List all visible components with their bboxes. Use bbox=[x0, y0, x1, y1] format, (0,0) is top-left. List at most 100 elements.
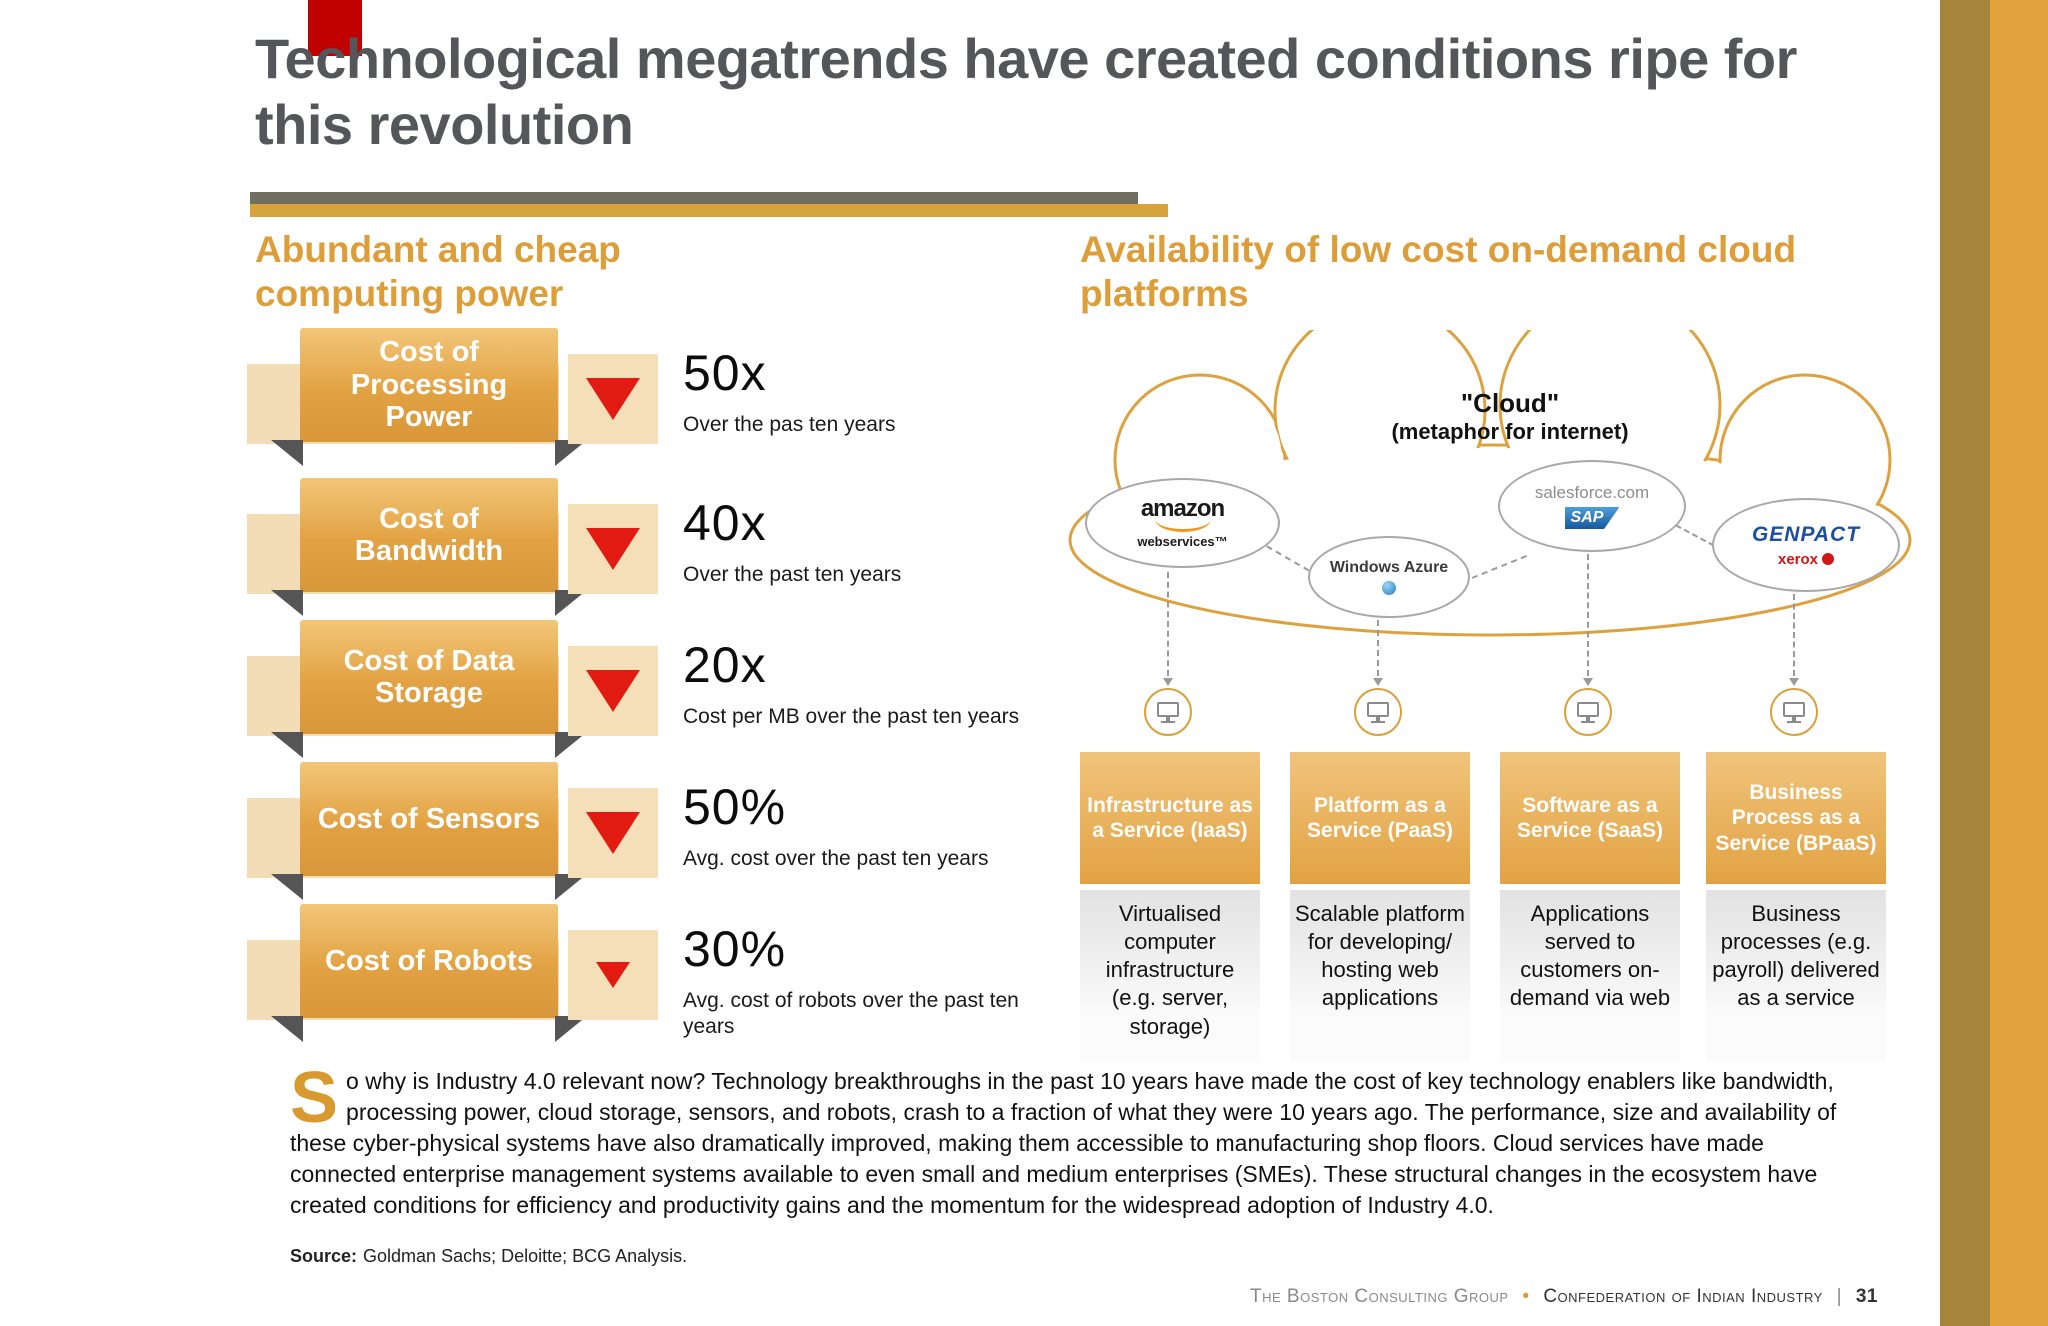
xerox-ball-icon bbox=[1822, 553, 1835, 565]
source-line: Source: Goldman Sachs; Deloitte; BCG Anal… bbox=[290, 1246, 687, 1267]
metric-value: 40x bbox=[683, 495, 767, 551]
sap-logo: SAP bbox=[1564, 507, 1620, 529]
service-description-iaas: Virtualised computer infrastructure (e.g… bbox=[1080, 890, 1260, 1062]
monitor-base bbox=[1581, 720, 1595, 723]
metric-caption: Cost per MB over the past ten years bbox=[683, 705, 1020, 728]
ribbon-fold-icon bbox=[271, 590, 303, 616]
cost-banner: Cost of Processing Power bbox=[300, 328, 558, 442]
service-box-bpaas: Business Process as a Service (BPaaS) bbox=[1706, 752, 1886, 884]
dashed-arrow-line bbox=[1587, 554, 1589, 676]
cost-banner-label: Cost of Bandwidth bbox=[354, 502, 504, 567]
cost-banner-label: Cost of Data Storage bbox=[343, 644, 515, 709]
source-label: Source: bbox=[290, 1246, 358, 1266]
ribbon-fold-icon bbox=[555, 732, 587, 758]
metric-value: 20x bbox=[683, 637, 767, 693]
genpact-xerox-logo: GENPACT xerox bbox=[1712, 498, 1900, 592]
service-box-title: Software as a Service (SaaS) bbox=[1517, 793, 1663, 842]
cost-metric: 40x Over the past ten years bbox=[683, 494, 1053, 588]
footer-page-number: 31 bbox=[1855, 1286, 1878, 1307]
metric-value: 30% bbox=[683, 921, 787, 977]
metric-caption: Over the past ten years bbox=[683, 563, 902, 586]
arrow-head-icon bbox=[1373, 678, 1383, 686]
left-section-heading: Abundant and cheap computing power bbox=[255, 229, 621, 315]
metric-caption: Avg. cost of robots over the past ten ye… bbox=[683, 989, 1019, 1039]
salesforce-sap-logo: salesforce.com SAP bbox=[1498, 460, 1686, 552]
cloud-label-line2: (metaphor for internet) bbox=[1391, 419, 1629, 444]
cost-banner-label: Cost of Processing Power bbox=[350, 336, 508, 434]
cost-metric: 50% Avg. cost over the past ten years bbox=[683, 778, 1053, 872]
cost-banner: Cost of Sensors bbox=[300, 762, 558, 876]
footer: The Boston Consulting Group • Confederat… bbox=[1250, 1286, 1878, 1308]
amazon-logo: amazon webservices™ bbox=[1085, 478, 1280, 568]
service-box-iaas: Infrastructure as a Service (IaaS) bbox=[1080, 752, 1260, 884]
dropcap: S bbox=[290, 1058, 339, 1138]
monitor-base bbox=[1787, 720, 1801, 723]
service-description-bpaas: Business processes (e.g. payroll) delive… bbox=[1706, 890, 1886, 1062]
cost-row: Cost of Data Storage 20x Cost per MB ove… bbox=[247, 620, 1055, 770]
decrease-indicator bbox=[568, 646, 658, 736]
monitor-icon bbox=[1144, 688, 1192, 736]
ribbon-fold-icon bbox=[555, 1016, 587, 1042]
footer-bullet: • bbox=[1522, 1286, 1530, 1307]
right-stripe-light bbox=[1990, 0, 2048, 1326]
amazon-wordmark: amazon bbox=[1140, 495, 1225, 522]
decrease-indicator bbox=[568, 504, 658, 594]
ribbon-fold-icon bbox=[555, 874, 587, 900]
metric-value: 50% bbox=[683, 779, 787, 835]
cloud-label-line1: "Cloud" bbox=[1460, 388, 1560, 418]
xerox-wordmark: xerox bbox=[1777, 550, 1819, 568]
azure-wordmark: Windows Azure bbox=[1329, 559, 1449, 576]
cost-banner: Cost of Robots bbox=[300, 904, 558, 1018]
monitor-stand bbox=[1586, 716, 1590, 721]
cost-metric: 30% Avg. cost of robots over the past te… bbox=[683, 920, 1053, 1041]
amazon-smile-icon bbox=[1154, 519, 1211, 532]
cost-row: Cost of Sensors 50% Avg. cost over the p… bbox=[247, 762, 1055, 912]
dashed-arrow-line bbox=[1377, 620, 1379, 676]
right-stripe-dark bbox=[1940, 0, 1990, 1326]
dashed-arrow-line bbox=[1167, 572, 1169, 676]
metric-value: 50x bbox=[683, 345, 767, 401]
ribbon-fold-icon bbox=[271, 440, 303, 466]
service-box-title: Infrastructure as a Service (IaaS) bbox=[1087, 793, 1253, 842]
service-box-title: Business Process as a Service (BPaaS) bbox=[1715, 781, 1877, 855]
monitor-screen bbox=[1157, 701, 1179, 717]
down-triangle-icon bbox=[586, 378, 640, 420]
arrow-head-icon bbox=[1583, 678, 1593, 686]
monitor-base bbox=[1371, 720, 1385, 723]
monitor-base bbox=[1161, 720, 1175, 723]
xerox-row: xerox bbox=[1777, 550, 1835, 568]
down-triangle-icon bbox=[586, 528, 640, 570]
footer-org-cii: Confederation of Indian Industry bbox=[1543, 1286, 1823, 1307]
body-paragraph-text: o why is Industry 4.0 relevant now? Tech… bbox=[290, 1068, 1837, 1219]
monitor-icon bbox=[1354, 688, 1402, 736]
monitor-stand bbox=[1376, 716, 1380, 721]
ribbon-fold-icon bbox=[555, 440, 587, 466]
cost-metric: 50x Over the pas ten years bbox=[683, 344, 1053, 438]
decrease-indicator bbox=[568, 354, 658, 444]
source-text: Goldman Sachs; Deloitte; BCG Analysis. bbox=[363, 1246, 688, 1266]
down-triangle-icon bbox=[596, 962, 630, 988]
monitor-screen bbox=[1783, 701, 1805, 717]
monitor-screen bbox=[1577, 701, 1599, 717]
monitor-stand bbox=[1166, 716, 1170, 721]
service-description-saas: Applications served to customers on-dema… bbox=[1500, 890, 1680, 1062]
down-triangle-icon bbox=[586, 812, 640, 854]
footer-divider: | bbox=[1836, 1286, 1843, 1307]
ribbon-fold-icon bbox=[271, 874, 303, 900]
cloud-label: "Cloud" (metaphor for internet) bbox=[1340, 388, 1680, 445]
cost-row: Cost of Processing Power 50x Over the pa… bbox=[247, 328, 1055, 478]
title-underline-gray bbox=[250, 192, 1138, 204]
amazon-webservices-label: webservices™ bbox=[1137, 534, 1228, 549]
service-box-saas: Software as a Service (SaaS) bbox=[1500, 752, 1680, 884]
cost-metric: 20x Cost per MB over the past ten years bbox=[683, 636, 1053, 730]
cost-row: Cost of Robots 30% Avg. cost of robots o… bbox=[247, 904, 1055, 1054]
title-underline-gold bbox=[250, 204, 1168, 217]
cost-banner-label: Cost of Robots bbox=[325, 944, 533, 977]
metric-caption: Avg. cost over the past ten years bbox=[683, 847, 989, 870]
decrease-indicator bbox=[568, 788, 658, 878]
arrow-head-icon bbox=[1789, 678, 1799, 686]
service-description-paas: Scalable platform for developing/ hostin… bbox=[1290, 890, 1470, 1062]
cost-banner: Cost of Bandwidth bbox=[300, 478, 558, 592]
dashed-arrow-line bbox=[1793, 594, 1795, 676]
ribbon-fold-icon bbox=[271, 732, 303, 758]
